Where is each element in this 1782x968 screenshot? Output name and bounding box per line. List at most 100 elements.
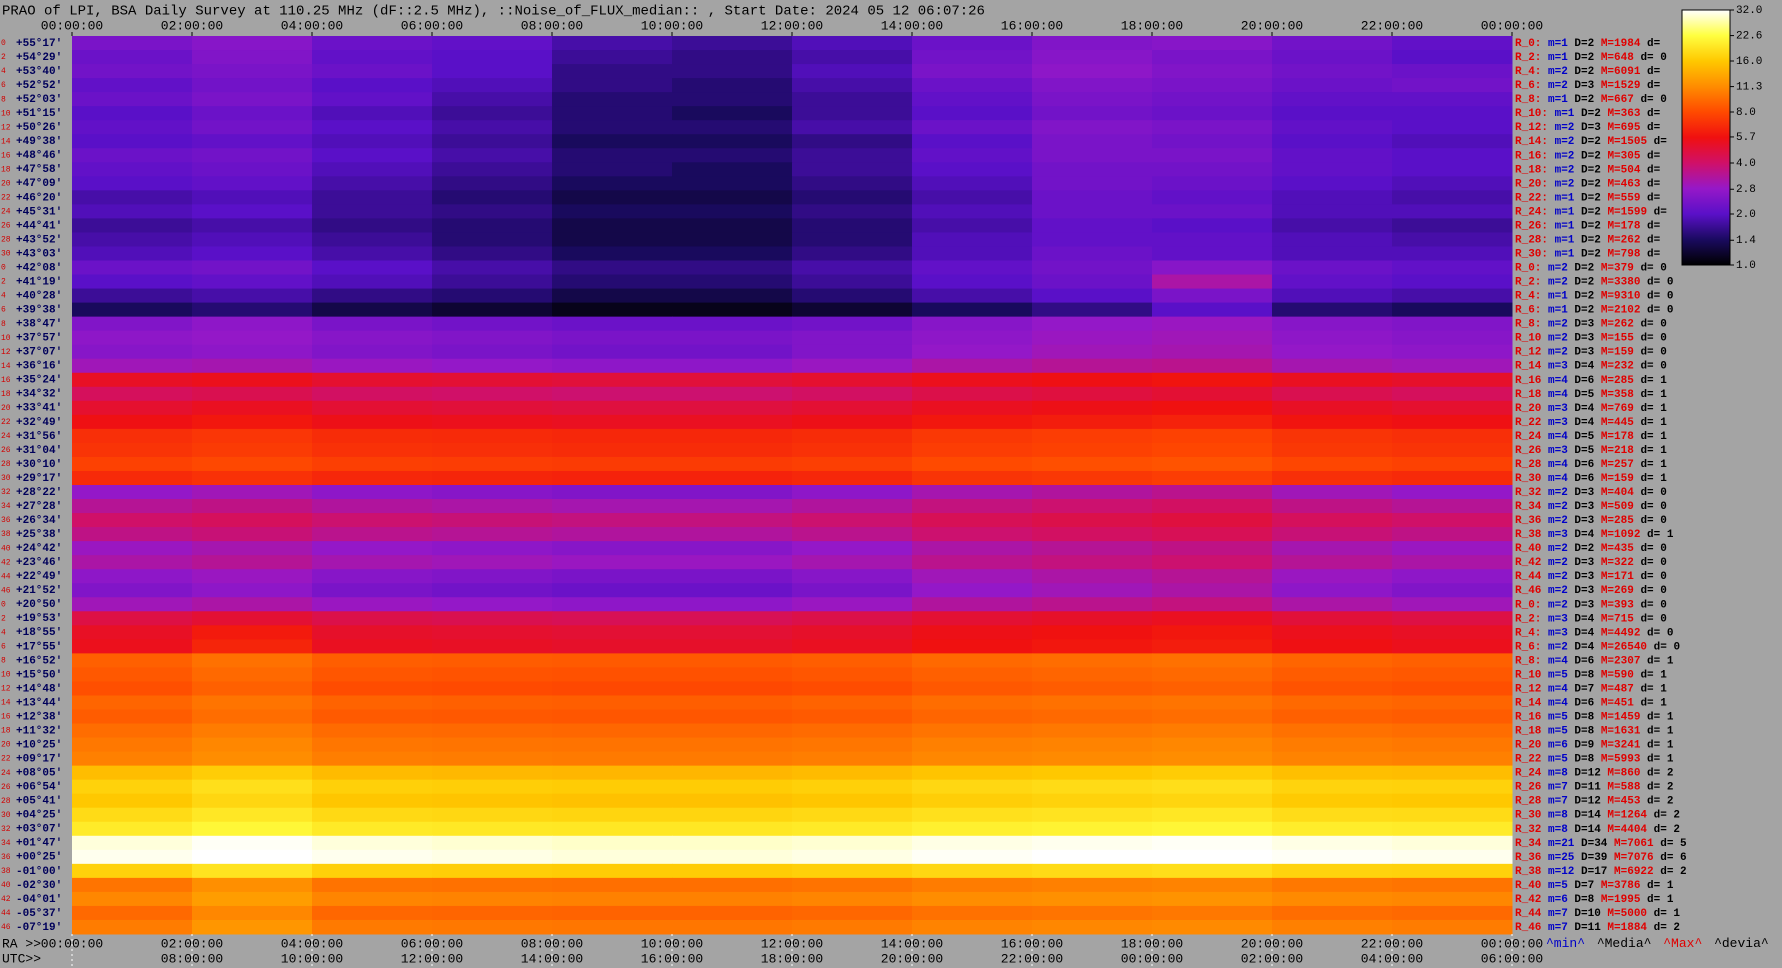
heatmap-cell [912,639,1033,654]
stat-field: m=1 [1555,220,1575,232]
row-index: 4 [1,628,6,637]
heatmap-cell [672,190,793,205]
heatmap-cell [792,190,913,205]
heatmap-cell [1032,148,1153,163]
stat-field: m=2 [1548,333,1568,345]
stat-field: M=509 [1601,501,1634,513]
stat-field: d= 1 [1647,529,1674,541]
stat-field: D=6 [1574,655,1594,667]
x-tick-label: 22:00:00 [1361,18,1423,33]
stat-field: D=12 [1574,796,1600,808]
heatmap-cell [792,681,913,696]
heatmap-cell [1272,316,1393,332]
heatmap-cell [912,793,1033,809]
heatmap-cell [192,106,313,121]
stat-field: R_42 [1515,557,1541,569]
heatmap-cell [72,260,193,276]
stat-field: R_20: [1515,178,1548,190]
heatmap-cell [912,583,1033,598]
stat-field: D=2 [1581,248,1601,260]
stat-field: D=5 [1574,445,1594,457]
stat-field: M=6091 [1601,66,1641,78]
dec-label: +27°28' [16,501,62,513]
heatmap-cell [912,681,1033,696]
heatmap-cell [552,274,673,290]
stat-field: m=21 [1548,838,1575,850]
heatmap-cell [1152,358,1273,374]
heatmap-cell [552,428,673,444]
stat-field: M=322 [1601,557,1634,569]
heatmap-cell [312,106,433,121]
heatmap-cell [792,569,913,584]
stat-field: m=4 [1548,375,1568,387]
heatmap-cell [1152,64,1273,79]
heatmap-cell [1272,190,1393,205]
heatmap-cell [552,695,673,710]
heatmap-cell [192,863,313,879]
row-index: 18 [1,727,11,736]
x-tick-label: 12:00:00 [761,18,823,33]
stat-field: m=3 [1548,361,1568,373]
stat-row: R_26 m=3 D=5 M=218 d= 1 [1515,445,1667,457]
stat-field: M=463 [1607,178,1640,190]
heatmap-cell [72,569,193,584]
heatmap-cell [1152,513,1273,528]
stat-field: D=5 [1574,389,1594,401]
heatmap-cell [912,50,1033,65]
stat-field: R_10 [1515,669,1541,681]
heatmap-cell [672,176,793,191]
heatmap-cell [792,162,913,177]
heatmap-cell [1392,162,1513,177]
heatmap-cell [1032,232,1153,247]
heatmap-cell [552,807,673,823]
stat-field: m=2 [1555,164,1575,176]
heatmap-cell [1032,555,1153,570]
heatmap-cell [1392,302,1513,318]
stat-row: R_0: m=2 D=3 M=393 d= 0 [1515,599,1667,611]
heatmap-cell [312,232,433,247]
heatmap-cell [1152,106,1273,121]
ra-tick-label: 00:00:00 [41,936,103,951]
row-index: 22 [1,755,11,764]
heatmap-cell [312,821,433,837]
heatmap-cell [1392,218,1513,233]
heatmap-cell [72,541,193,556]
x-tick-label: 14:00:00 [881,18,943,33]
heatmap-cell [192,569,313,584]
x-tick-label: 20:00:00 [1241,18,1303,33]
stat-field: D=2 [1581,150,1601,162]
heatmap-cell [552,260,673,276]
dec-label: +38°47' [16,319,62,331]
row-index: 34 [1,502,11,511]
row-index: 42 [1,558,11,567]
heatmap [72,36,1513,935]
dec-label: +09°17' [16,754,62,766]
heatmap-cell [432,400,553,416]
heatmap-cell [1032,807,1153,823]
stat-field: d= [1647,178,1661,190]
heatmap-cell [792,120,913,135]
stat-row: R_14 m=3 D=4 M=232 d= 0 [1515,361,1667,373]
stat-field: R_6: [1515,641,1541,653]
stat-field: m=2 [1548,319,1568,331]
x-tick-label: 00:00:00 [1481,18,1543,33]
heatmap-cell [552,316,673,332]
heatmap-cell [1272,442,1393,458]
heatmap-cell [312,681,433,696]
row-index: 34 [1,839,11,848]
heatmap-cell [1032,835,1153,851]
heatmap-cell [432,358,553,374]
stat-field: M=453 [1607,796,1640,808]
dec-label: +30°10' [16,459,62,471]
heatmap-cell [552,414,673,430]
stat-field: M=257 [1601,459,1634,471]
stat-field: R_0: [1515,599,1541,611]
heatmap-cell [672,386,793,402]
heatmap-cell [312,863,433,879]
heatmap-cell [1272,695,1393,710]
heatmap-cell [432,499,553,514]
heatmap-cell [432,583,553,598]
stat-field: R_12 [1515,347,1541,359]
stat-field: D=8 [1574,754,1594,766]
heatmap-cell [792,863,913,879]
